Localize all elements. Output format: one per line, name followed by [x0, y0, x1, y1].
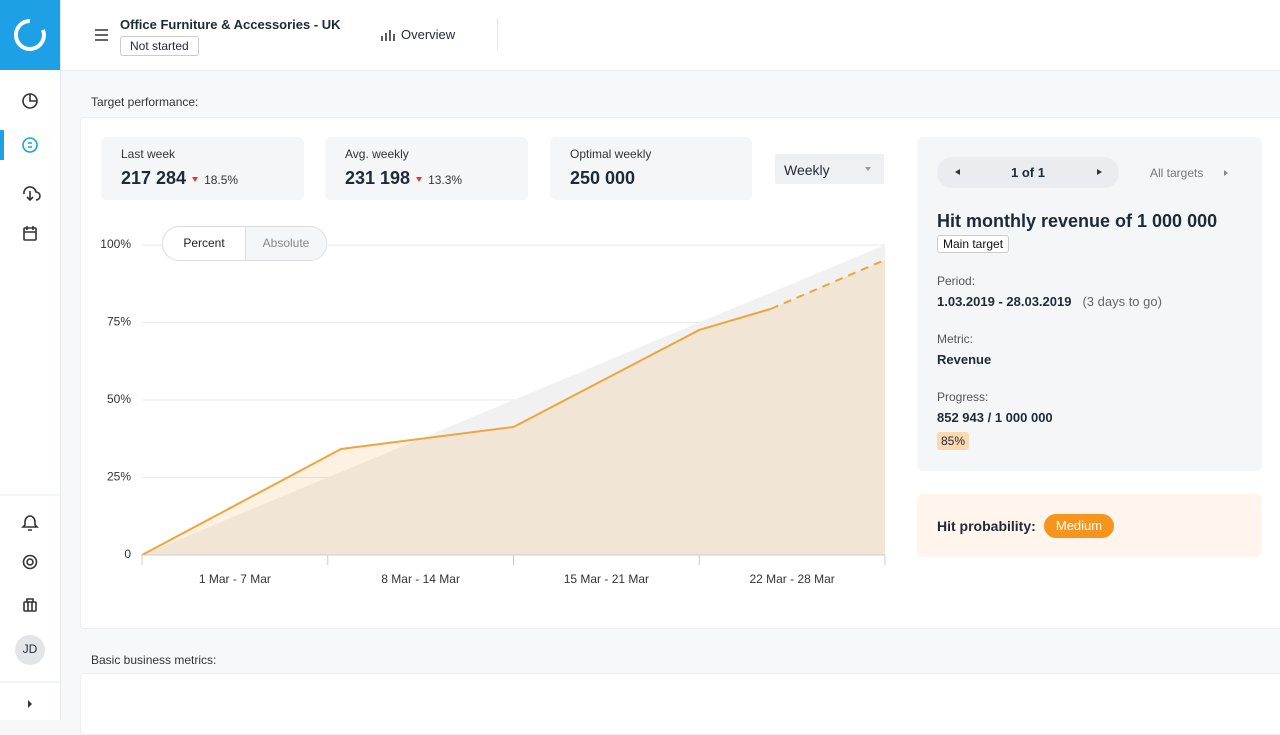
avatar[interactable] — [15, 635, 45, 665]
nav-calendar[interactable] — [23, 226, 37, 241]
metric: Revenue — [937, 352, 992, 367]
x-tick-label: 22 Mar - 28 Mar — [749, 572, 834, 586]
metric-label: Metric: — [937, 332, 973, 346]
period-note: (3 days to go) — [1082, 294, 1162, 309]
down-arrow — [192, 176, 199, 182]
logo-icon — [13, 18, 46, 51]
nav-notifications[interactable] — [21, 515, 39, 531]
y-tick-label: 100% — [100, 237, 131, 251]
section-title: Basic business metrics: — [91, 653, 217, 667]
nav-targets[interactable] — [22, 137, 38, 153]
all-targets-arrow — [1224, 170, 1228, 176]
down-arrow — [416, 176, 423, 182]
kpi-value: 217 284 — [121, 168, 187, 188]
pager-text: 1 of 1 — [1011, 165, 1045, 180]
overview-tab[interactable]: Overview — [401, 27, 456, 42]
progress-label: Progress: — [937, 390, 989, 404]
sidebar-icons — [0, 93, 60, 708]
separator — [497, 18, 498, 50]
nav-dashboard[interactable] — [22, 93, 38, 109]
metrics-card — [80, 673, 1280, 735]
kpi-value: 250 000 — [570, 168, 636, 188]
line — [141, 307, 772, 556]
y-tick-label: 0 — [124, 547, 131, 561]
line — [770, 258, 886, 310]
progress: 852 943 / 1 000 000 — [937, 410, 1053, 425]
status-badge: Not started — [120, 36, 199, 56]
header-title: Office Furniture & Accessories - UK — [120, 17, 341, 32]
pager-prev[interactable] — [955, 169, 960, 175]
menu-icon[interactable] — [94, 28, 110, 42]
sidebar — [0, 0, 61, 720]
expand-sidebar[interactable] — [28, 700, 32, 708]
kpi-box — [101, 137, 304, 200]
target-panel — [917, 137, 1262, 471]
kpi-label: Avg. weekly — [345, 147, 409, 161]
area — [770, 259, 885, 555]
overview-icon — [381, 30, 395, 41]
main-target-badge: Main target — [937, 235, 1010, 253]
header — [61, 0, 1280, 71]
dropdown-value: Weekly — [784, 162, 830, 178]
kpi-delta: 18.5% — [204, 173, 239, 187]
toggle-absolute[interactable]: Absolute — [246, 227, 326, 260]
progress-pct: 85% — [937, 432, 970, 450]
all-targets[interactable]: All targets — [1150, 166, 1204, 180]
x-tick-label: 1 Mar - 7 Mar — [199, 572, 271, 586]
kpi-box — [550, 137, 752, 200]
kpi-label: Last week — [121, 147, 176, 161]
toggle-percent[interactable]: Percent — [163, 227, 246, 260]
probability-label: Hit probability: — [937, 518, 1036, 534]
nav-briefcase[interactable] — [23, 598, 37, 612]
kpi-label: Optimal weekly — [570, 147, 652, 161]
x-tick-label: 15 Mar - 21 Mar — [564, 572, 649, 586]
dropdown-arrow — [865, 167, 871, 171]
chart-toggle: Percent Absolute — [162, 226, 327, 261]
avatar-initials: JD — [22, 642, 38, 656]
kpi-delta: 13.3% — [428, 173, 463, 187]
area — [142, 308, 771, 555]
pager-next[interactable] — [1097, 169, 1102, 175]
area — [142, 245, 885, 555]
period: 1.03.2019 - 28.03.2019 — [937, 294, 1072, 309]
pager — [937, 157, 1119, 188]
kpi-value: 231 198 — [345, 168, 411, 188]
probability-badge: Medium — [1044, 514, 1114, 538]
section-title: Target performance: — [91, 95, 199, 109]
chart: 0 25% 50% 75% 100% 1 Mar - 7 Mar 8 Mar - 14 Ma… — [100, 237, 886, 586]
y-tick-label: 25% — [107, 470, 131, 484]
x-tick-label: 8 Mar - 14 Mar — [381, 572, 460, 586]
active-indicator — [0, 130, 4, 160]
y-tick-label: 75% — [107, 315, 131, 329]
target-title: Hit monthly revenue of 1 000 000 — [937, 211, 1218, 231]
nav-help[interactable] — [22, 554, 38, 570]
logo[interactable] — [0, 0, 60, 70]
period-label: Period: — [937, 274, 976, 288]
kpi-box — [325, 137, 528, 200]
nav-download[interactable] — [23, 186, 41, 202]
y-tick-label: 50% — [107, 392, 131, 406]
